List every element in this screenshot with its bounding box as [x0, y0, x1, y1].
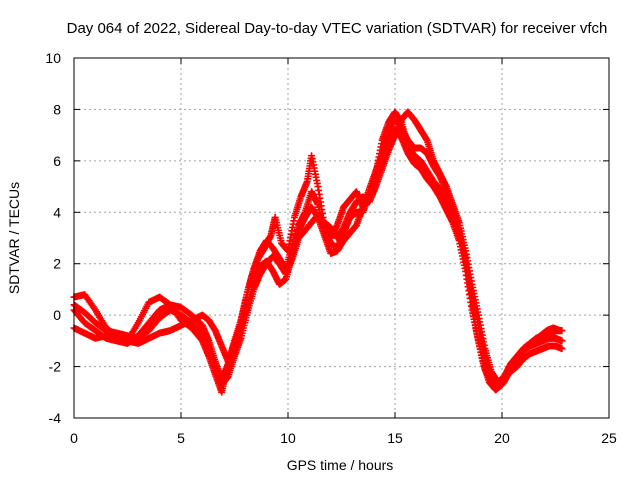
- y-tick-label: 2: [53, 256, 61, 272]
- x-tick-label: 15: [387, 430, 403, 446]
- chart-title: Day 064 of 2022, Sidereal Day-to-day VTE…: [67, 20, 608, 37]
- x-tick-label: 25: [601, 430, 617, 446]
- x-tick-labels: 0 5 10 15 20 25: [70, 430, 617, 446]
- y-tick-label: 4: [53, 204, 61, 220]
- y-tick-label: 8: [53, 101, 61, 117]
- y-tick-labels: -4 -2 0 2 4 6 8 10: [45, 50, 61, 426]
- data-point: [558, 337, 566, 345]
- data-series: [70, 108, 566, 396]
- plot-frame: [73, 57, 610, 419]
- y-tick-label: -4: [49, 410, 62, 426]
- series-track-c: [70, 113, 566, 389]
- data-point: [558, 345, 566, 353]
- y-tick-label: -2: [49, 359, 62, 375]
- y-axis-label: SDTVAR / TECUs: [6, 182, 22, 294]
- x-tick-label: 0: [70, 430, 78, 446]
- series-track-d: [70, 108, 566, 389]
- y-tick-label: 6: [53, 153, 61, 169]
- x-axis-label: GPS time / hours: [287, 457, 394, 473]
- x-tick-label: 20: [494, 430, 510, 446]
- y-tick-label: 10: [45, 50, 61, 66]
- x-tick-label: 10: [280, 430, 296, 446]
- data-point: [558, 327, 566, 335]
- x-tick-label: 5: [177, 430, 185, 446]
- y-tick-label: 0: [53, 307, 61, 323]
